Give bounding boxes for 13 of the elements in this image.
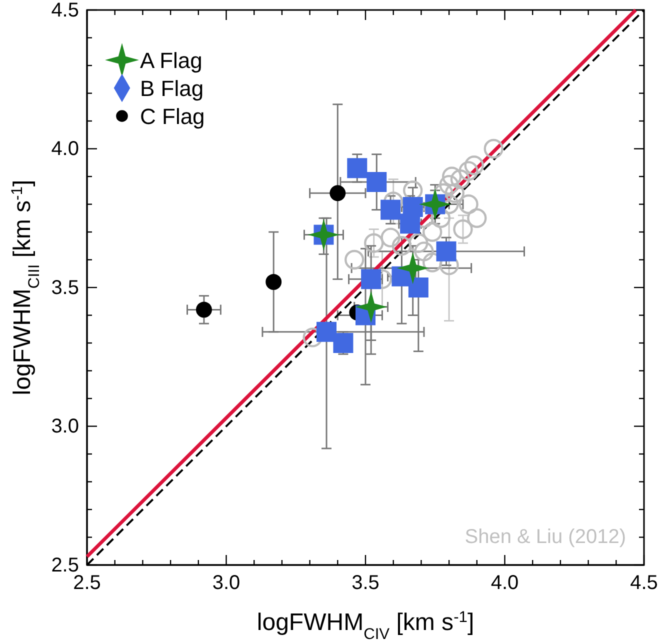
legend-label: B Flag — [140, 76, 204, 101]
x-tick-label: 4.5 — [630, 572, 658, 594]
y-tick-label: 3.0 — [51, 416, 79, 438]
legend-label: A Flag — [140, 48, 202, 73]
x-tick-label: 3.0 — [212, 572, 240, 594]
y-tick-label: 3.5 — [51, 276, 79, 299]
x-tick-label: 4.0 — [490, 572, 519, 594]
y-tick-label: 4.5 — [51, 0, 79, 22]
x-axis-title: logFWHM$_{CIV}$ [km s$^{-1}$] — [256, 608, 474, 642]
x-tick-label: 3.5 — [352, 572, 380, 594]
legend-label: C Flag — [140, 104, 205, 129]
annotation: Shen & Liu (2012) — [464, 526, 626, 548]
y-tick-label: 4.0 — [51, 138, 79, 160]
